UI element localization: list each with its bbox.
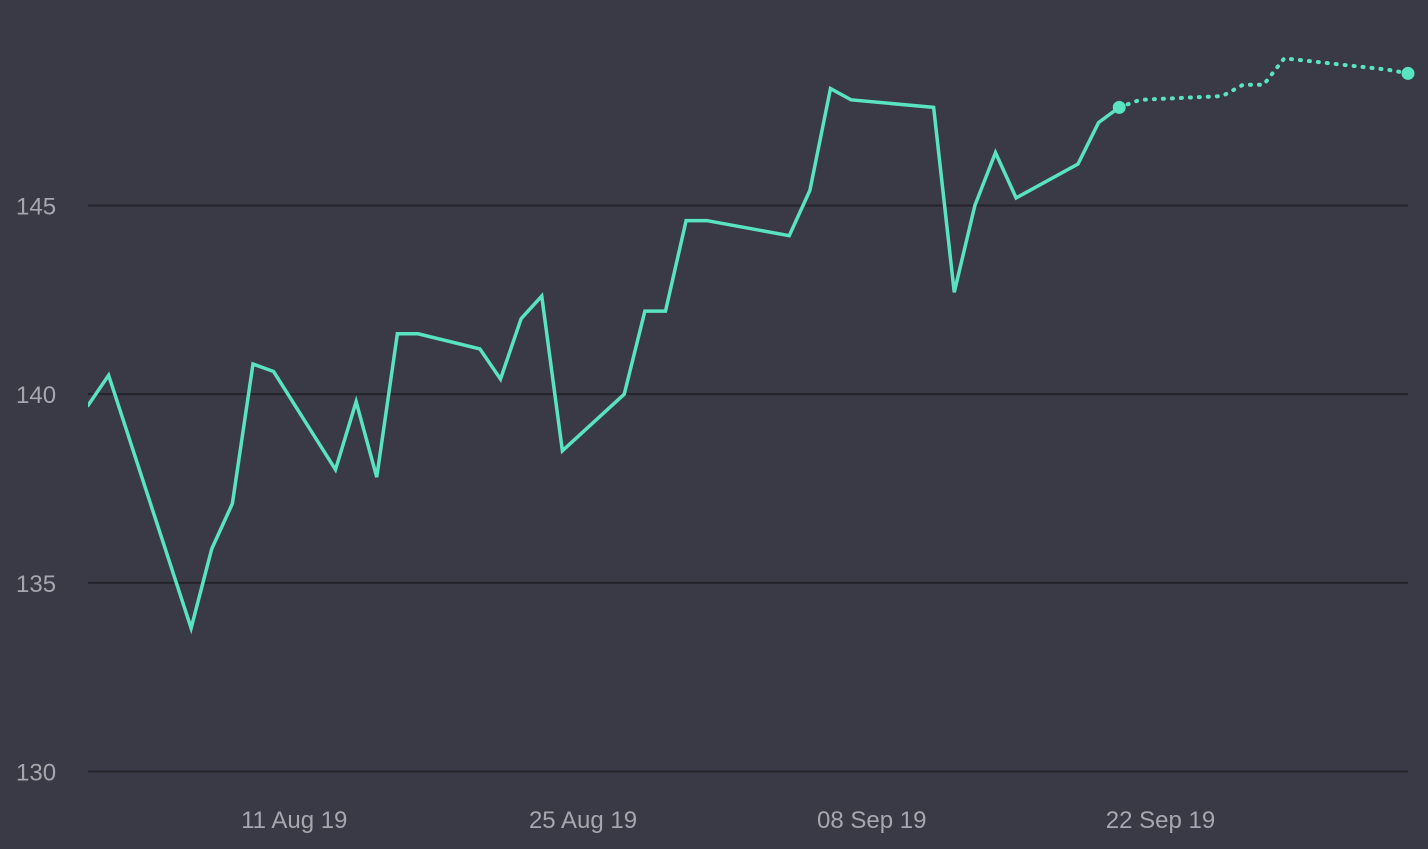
y-tick-label: 130 bbox=[16, 760, 56, 787]
y-tick-label: 135 bbox=[16, 571, 56, 598]
forecast-start-marker[interactable] bbox=[1112, 100, 1126, 114]
x-tick-label: 11 Aug 19 bbox=[241, 807, 347, 834]
grid-layer bbox=[88, 204, 1408, 773]
y-tick-label: 140 bbox=[16, 382, 56, 409]
series-layer bbox=[88, 56, 1415, 635]
y-tick-label: 145 bbox=[16, 194, 56, 221]
forecast-series-line bbox=[1117, 56, 1410, 110]
x-tick-label: 22 Sep 19 bbox=[1106, 807, 1215, 834]
y-axis: 130 135 140 145 bbox=[16, 194, 56, 787]
x-axis: 11 Aug 19 25 Aug 19 08 Sep 19 22 Sep 19 bbox=[241, 807, 1215, 834]
x-tick-label: 08 Sep 19 bbox=[817, 807, 926, 834]
forecast-end-marker[interactable] bbox=[1401, 66, 1415, 80]
x-tick-label: 25 Aug 19 bbox=[529, 807, 637, 834]
price-series-line bbox=[88, 85, 1121, 635]
